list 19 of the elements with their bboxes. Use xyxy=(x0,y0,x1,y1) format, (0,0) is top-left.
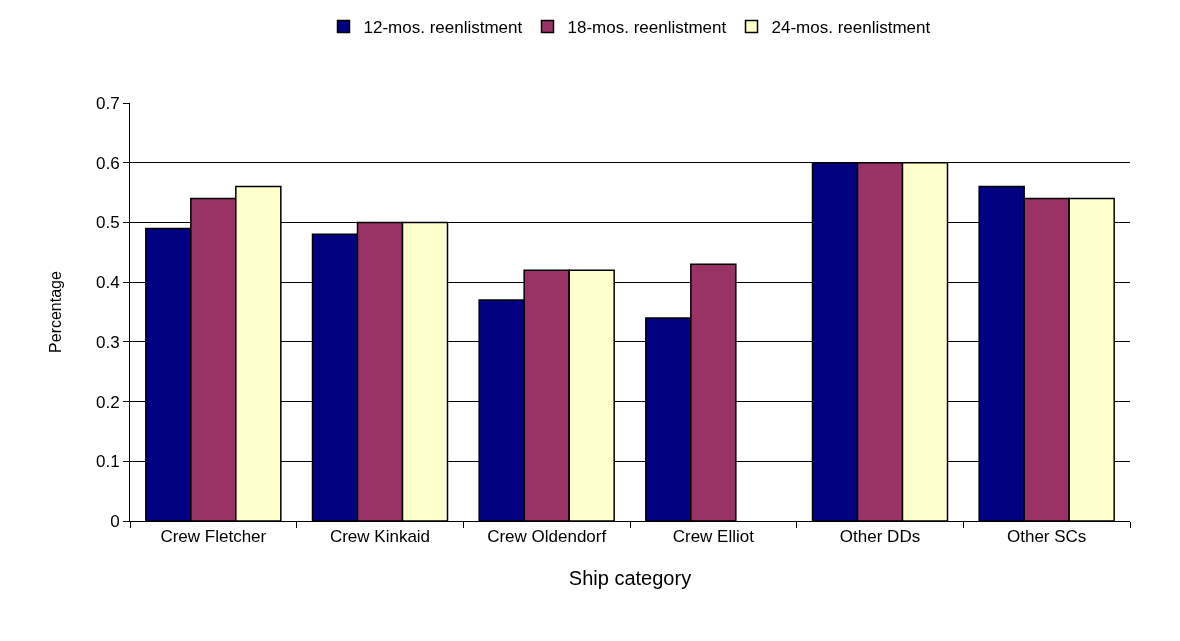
x-tick-label: Crew Oldendorf xyxy=(487,527,607,547)
legend-label: 18-mos. reenlistment xyxy=(567,18,727,38)
y-tick-label: 0.6 xyxy=(95,153,120,173)
y-tick-label: 0.7 xyxy=(95,93,120,113)
y-tick-label: 0.5 xyxy=(95,213,120,233)
y-tick-label: 0.3 xyxy=(95,332,120,352)
y-tick-label: 0.4 xyxy=(95,273,120,293)
x-tick-label: Crew Kinkaid xyxy=(329,527,431,547)
y-tick-label: 0 xyxy=(110,511,120,531)
y-axis-title: Percentage xyxy=(46,270,64,353)
legend-label: 12-mos. reenlistment xyxy=(363,18,523,38)
x-tick-label: Other DDs xyxy=(839,527,921,547)
y-tick-label: 0.1 xyxy=(95,452,120,472)
x-tick-label: Crew Elliot xyxy=(672,527,755,547)
x-axis-title: Ship category xyxy=(568,566,692,589)
x-tick-label: Other SCs xyxy=(1006,527,1087,547)
y-tick-label: 0.2 xyxy=(95,392,120,412)
legend-label: 24-mos. reenlistment xyxy=(771,18,931,38)
x-tick-label: Crew Fletcher xyxy=(160,527,267,547)
